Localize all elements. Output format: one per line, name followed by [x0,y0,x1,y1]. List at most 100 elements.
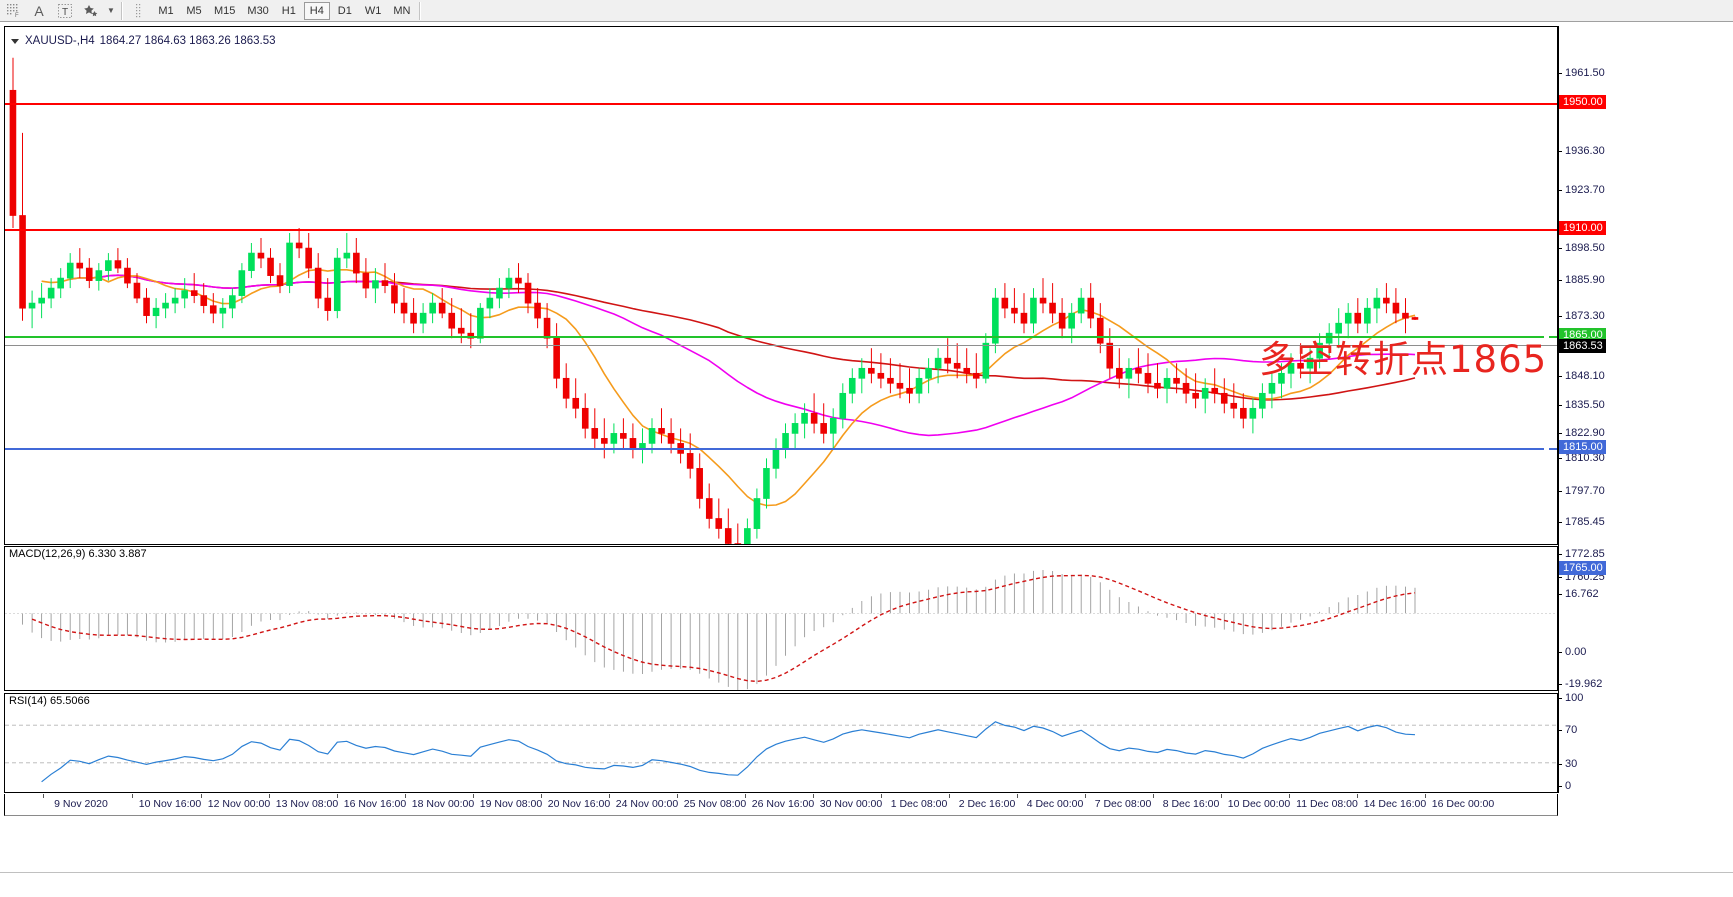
level-line-red[interactable] [5,229,1557,231]
time-tick-mark [881,794,882,798]
level-label-1863-53[interactable]: 1863.53 [1559,339,1606,353]
timeframe-m30[interactable]: M30 [247,4,269,17]
level-handle[interactable] [1544,335,1549,340]
time-tick-label: 16 Dec 00:00 [1431,798,1495,810]
time-tick-label: 25 Nov 08:00 [683,798,747,810]
level-handle[interactable] [1544,447,1549,452]
level-label-1865-00[interactable]: 1865.00 [1559,328,1606,342]
time-tick-mark [1153,794,1154,798]
macd-series [5,570,1557,690]
price-series [9,57,1419,544]
timeframe-group: M1 M5 M15 M30 H1 H4 D1 W1 MN [152,1,416,20]
price-tick: 1810.30 [1558,452,1605,464]
price-tick: 1898.50 [1558,242,1605,254]
price-tick: 1936.30 [1558,145,1605,157]
rsi-label: RSI(14) 65.5066 [9,695,90,707]
level-label-1815-00[interactable]: 1815.00 [1559,440,1606,454]
time-tick-mark [541,794,542,798]
top-toolbar: F A T ▼ M1 M5 M15 M30 H1 H4 D1 W1 MN [0,0,1733,22]
svg-text:F: F [15,13,19,18]
yaxis-divider [1558,26,1559,793]
time-tick-mark [1357,794,1358,798]
price-tick: 1848.10 [1558,370,1605,382]
time-tick-mark [43,794,44,798]
indicator-tick: 70 [1558,724,1577,736]
time-tick-label: 26 Nov 16:00 [751,798,815,810]
time-tick-mark [1425,794,1426,798]
objects-icon[interactable] [78,1,104,21]
macd-panel[interactable]: MACD(12,26,9) 6.330 3.887 [4,546,1558,691]
indicator-tick: 30 [1558,758,1577,770]
time-tick-label: 18 Nov 00:00 [411,798,475,810]
time-tick-label: 8 Dec 16:00 [1162,798,1220,810]
chart-annotation: 多空转折点1865 [1259,338,1548,381]
time-tick-label: 16 Nov 16:00 [343,798,407,810]
time-tick-mark [337,794,338,798]
timeframe-h1[interactable]: H1 [281,4,296,17]
time-tick-label: 10 Nov 16:00 [138,798,202,810]
time-tick-mark [1221,794,1222,798]
macd-label: MACD(12,26,9) 6.330 3.887 [9,548,147,560]
time-tick-mark [201,794,202,798]
level-label-1910-00[interactable]: 1910.00 [1559,221,1606,235]
timeframe-m1[interactable]: M1 [158,4,174,17]
timeframe-d1[interactable]: D1 [337,4,352,17]
price-tick: 1961.50 [1558,67,1605,79]
indicator-tick: 0 [1558,780,1571,792]
rsi-series [5,721,1557,783]
toolbar-divider-2 [419,1,422,20]
price-scale[interactable]: 1961.50 1936.30 1923.70 1898.50 1885.90 1873.… [1558,26,1733,793]
time-tick-mark [405,794,406,798]
time-tick-mark [473,794,474,798]
indicator-tick: 16.762 [1558,588,1599,600]
current-price-line [5,345,1557,346]
level-label-1950-00[interactable]: 1950.00 [1559,95,1606,109]
crosshair-f-icon[interactable]: F [0,1,26,21]
symbol-header: XAUUSD-,H4 1864.27 1864.63 1863.26 1863.… [11,35,276,47]
chart-area[interactable]: XAUUSD-,H4 1864.27 1864.63 1863.26 1863.… [0,22,1733,897]
price-panel[interactable]: XAUUSD-,H4 1864.27 1864.63 1863.26 1863.… [4,26,1558,545]
text-label-icon[interactable]: A [34,2,44,19]
rsi-panel[interactable]: RSI(14) 65.5066 [4,693,1558,793]
price-tick: 1835.50 [1558,399,1605,411]
time-tick-label: 9 Nov 2020 [54,798,108,810]
time-tick-label: 30 Nov 00:00 [819,798,883,810]
symbol-name: XAUUSD-,H4 [25,35,95,47]
timeframe-m15[interactable]: M15 [214,4,236,17]
time-tick-label: 2 Dec 16:00 [958,798,1016,810]
level-line-green[interactable] [5,336,1557,338]
time-tick-label: 7 Dec 08:00 [1094,798,1152,810]
time-tick-mark [813,794,814,798]
time-scale[interactable]: 9 Nov 2020 10 Nov 16:00 12 Nov 00:00 13 Nov… [4,794,1558,816]
time-tick-label: 11 Dec 08:00 [1296,798,1358,810]
time-tick-label: 24 Nov 00:00 [615,798,679,810]
indicator-tick: -19.962 [1558,678,1602,690]
collapse-triangle-icon[interactable] [11,38,19,44]
price-tick: 1797.70 [1558,485,1605,497]
price-tick: 1873.30 [1558,310,1605,322]
svg-text:T: T [62,7,68,18]
time-tick-mark [677,794,678,798]
level-label-1765-00[interactable]: 1765.00 [1559,561,1606,575]
time-tick-mark [1289,794,1290,798]
timeframe-h4[interactable]: H4 [303,1,330,20]
time-tick-label: 1 Dec 08:00 [890,798,948,810]
timeframe-grip-icon [126,1,152,21]
level-line-red[interactable] [5,103,1557,105]
indicator-tick: 0.00 [1558,646,1586,658]
price-tick: 1885.90 [1558,274,1605,286]
status-bar [0,872,1733,897]
price-tick: 1822.90 [1558,427,1605,439]
level-line-blue[interactable] [5,448,1557,450]
timeframe-m5[interactable]: M5 [186,4,202,17]
timeframe-mn[interactable]: MN [393,4,411,17]
chevron-down-icon[interactable]: ▼ [107,6,115,15]
text-box-icon[interactable]: T [52,1,78,21]
time-tick-label: 12 Nov 00:00 [207,798,271,810]
time-tick-label: 10 Dec 00:00 [1227,798,1291,810]
time-tick-mark [609,794,610,798]
time-tick-label: 19 Nov 08:00 [479,798,543,810]
time-tick-mark [745,794,746,798]
time-tick-mark [132,794,133,798]
timeframe-w1[interactable]: W1 [364,4,382,17]
